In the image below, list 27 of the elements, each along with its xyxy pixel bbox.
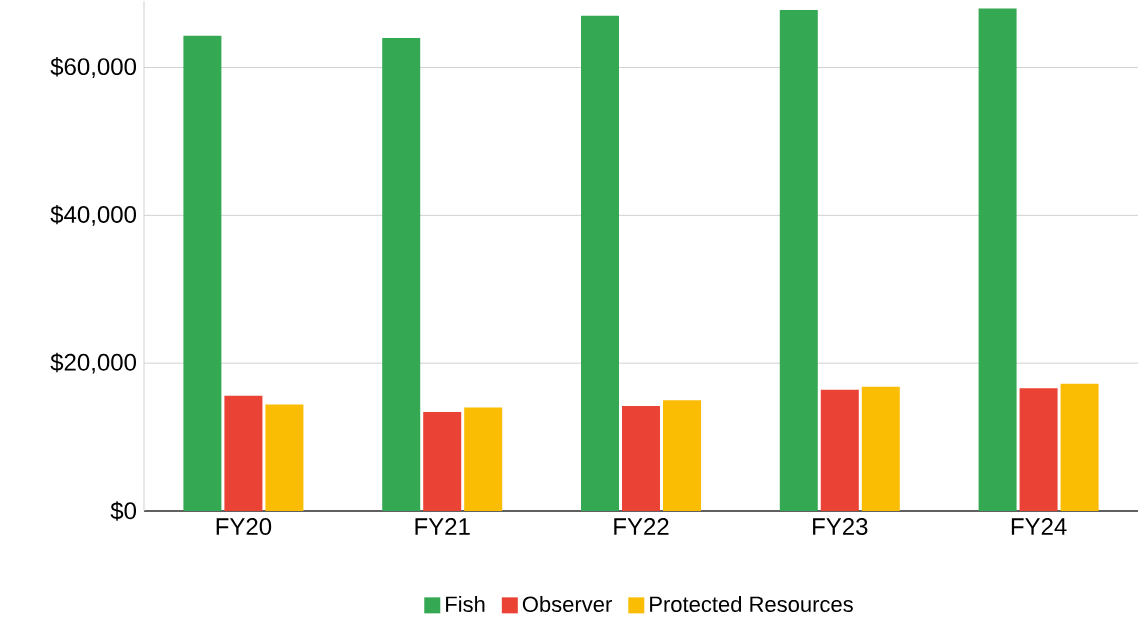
bar	[1060, 383, 1099, 511]
y-tick-label: $60,000	[50, 57, 136, 78]
legend-label: Observer	[522, 595, 612, 613]
bar	[224, 395, 263, 511]
bar	[622, 406, 660, 511]
bar	[265, 404, 304, 511]
bar	[861, 386, 900, 511]
y-tick-label: $40,000	[50, 204, 136, 226]
bar	[382, 37, 421, 511]
legend-label: Fish	[446, 595, 485, 613]
bar	[183, 35, 222, 511]
bar	[581, 15, 619, 511]
x-tick-label: FY21	[415, 518, 470, 535]
x-tick-label: FY23	[813, 518, 868, 536]
y-tick-label: $0	[110, 501, 137, 521]
bar	[779, 9, 818, 511]
bar	[978, 8, 1017, 511]
bar	[423, 411, 462, 511]
bar	[663, 400, 701, 511]
bar	[1019, 388, 1058, 511]
x-tick-label: FY24	[1011, 518, 1067, 535]
y-tick-label: $20,000	[50, 352, 136, 374]
bar	[820, 389, 859, 511]
bar	[464, 407, 503, 511]
legend-label: Protected Resources	[650, 595, 853, 613]
x-tick-label: FY22	[614, 518, 669, 535]
x-tick-label: FY20	[216, 518, 272, 536]
